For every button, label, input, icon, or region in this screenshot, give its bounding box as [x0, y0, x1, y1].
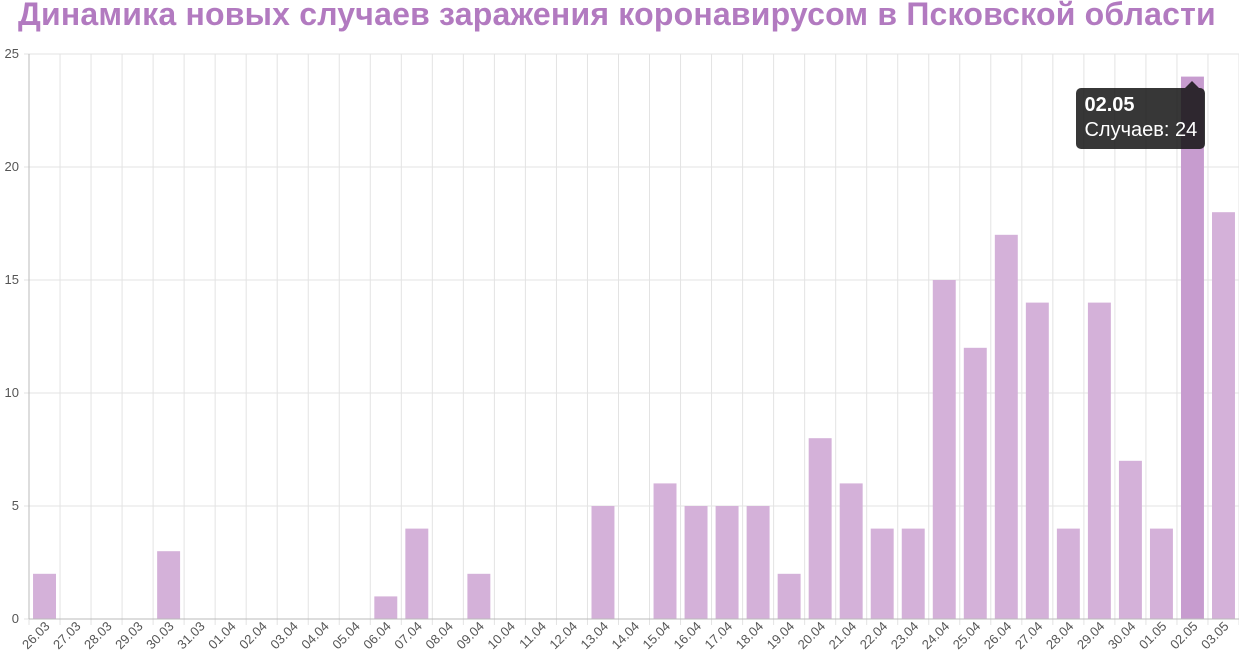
y-tick-label: 5: [12, 498, 19, 513]
x-tick-label: 20.04: [795, 619, 829, 653]
bar: [1180, 76, 1204, 620]
x-tick-label: 10.04: [484, 619, 518, 653]
y-tick-label: 20: [5, 159, 19, 174]
bar: [901, 528, 925, 619]
bars: [33, 76, 1235, 620]
bar: [808, 438, 832, 619]
axes: [28, 54, 1239, 620]
y-tick-label: 25: [5, 46, 19, 61]
bar: [33, 573, 56, 619]
x-tick-label: 03.04: [267, 619, 301, 653]
x-tick-label: 22.04: [857, 619, 891, 653]
x-tick-label: 01.05: [1136, 619, 1170, 653]
x-tick-label: 12.04: [546, 619, 580, 653]
bar: [1087, 302, 1111, 619]
bar: [777, 573, 801, 619]
x-tick-label: 03.05: [1198, 619, 1232, 653]
x-tick-label: 02.05: [1167, 619, 1201, 653]
bar: [1118, 460, 1142, 619]
x-tick-label: 26.04: [981, 619, 1015, 653]
x-tick-label: 15.04: [640, 619, 674, 653]
x-tick-label: 30.04: [1105, 619, 1139, 653]
x-tick-label: 18.04: [733, 619, 767, 653]
x-tick-label: 14.04: [609, 619, 643, 653]
bar: [405, 528, 429, 619]
x-tick-label: 17.04: [702, 619, 736, 653]
chart-title: Динамика новых случаев заражения коронав…: [18, 0, 1216, 32]
bar: [994, 234, 1018, 620]
bar: [1212, 212, 1235, 619]
x-tick-label: 13.04: [577, 619, 611, 653]
bar: [591, 506, 615, 619]
tooltip-date: 02.05: [1084, 93, 1135, 116]
bar: [870, 528, 894, 619]
tooltip-value: Случаев: 24: [1084, 118, 1198, 141]
bar: [1025, 302, 1049, 619]
grid-lines: [24, 53, 1239, 625]
x-tick-label: 01.04: [205, 619, 239, 653]
x-tick-label: 23.04: [888, 619, 922, 653]
x-tick-label: 26.03: [19, 619, 53, 653]
x-axis-tick-labels: 26.0327.0328.0329.0330.0331.0301.0402.04…: [19, 619, 1232, 653]
y-tick-label: 10: [5, 385, 19, 400]
bar: [746, 506, 770, 619]
bar: [963, 347, 987, 619]
x-tick-label: 19.04: [764, 619, 798, 653]
bar: [653, 483, 677, 619]
x-tick-label: 29.03: [112, 619, 146, 653]
y-tick-label: 15: [5, 272, 19, 287]
x-tick-label: 05.04: [329, 619, 363, 653]
x-tick-label: 07.04: [391, 619, 425, 653]
x-tick-label: 06.04: [360, 619, 394, 653]
x-tick-label: 11.04: [516, 619, 549, 652]
x-tick-label: 04.04: [298, 619, 332, 653]
x-tick-label: 16.04: [671, 619, 705, 653]
x-tick-label: 09.04: [453, 619, 487, 653]
x-tick-label: 29.04: [1074, 619, 1108, 653]
bar: [467, 573, 491, 619]
x-tick-label: 27.04: [1012, 619, 1046, 653]
bar: [1149, 528, 1173, 619]
x-tick-label: 24.04: [919, 619, 953, 653]
bar: [1056, 528, 1080, 619]
x-tick-label: 31.03: [174, 619, 208, 653]
x-tick-label: 25.04: [950, 619, 984, 653]
y-tick-label: 0: [12, 611, 19, 626]
x-tick-label: 21.04: [826, 619, 860, 653]
bar-tooltip: 02.05 Случаев: 24: [1076, 80, 1206, 149]
x-tick-label: 27.03: [50, 619, 84, 653]
x-tick-label: 28.04: [1043, 619, 1077, 653]
bar: [932, 280, 956, 619]
bar: [839, 483, 863, 619]
x-tick-label: 28.03: [81, 619, 115, 653]
x-tick-label: 02.04: [236, 619, 270, 653]
x-tick-label: 08.04: [422, 619, 456, 653]
bar: [157, 551, 181, 619]
y-axis-tick-labels: 0 5 10 15 20 25: [5, 46, 19, 626]
bar: [684, 506, 708, 619]
x-tick-label: 30.03: [143, 619, 177, 653]
bar: [715, 506, 739, 619]
bar: [374, 596, 398, 619]
